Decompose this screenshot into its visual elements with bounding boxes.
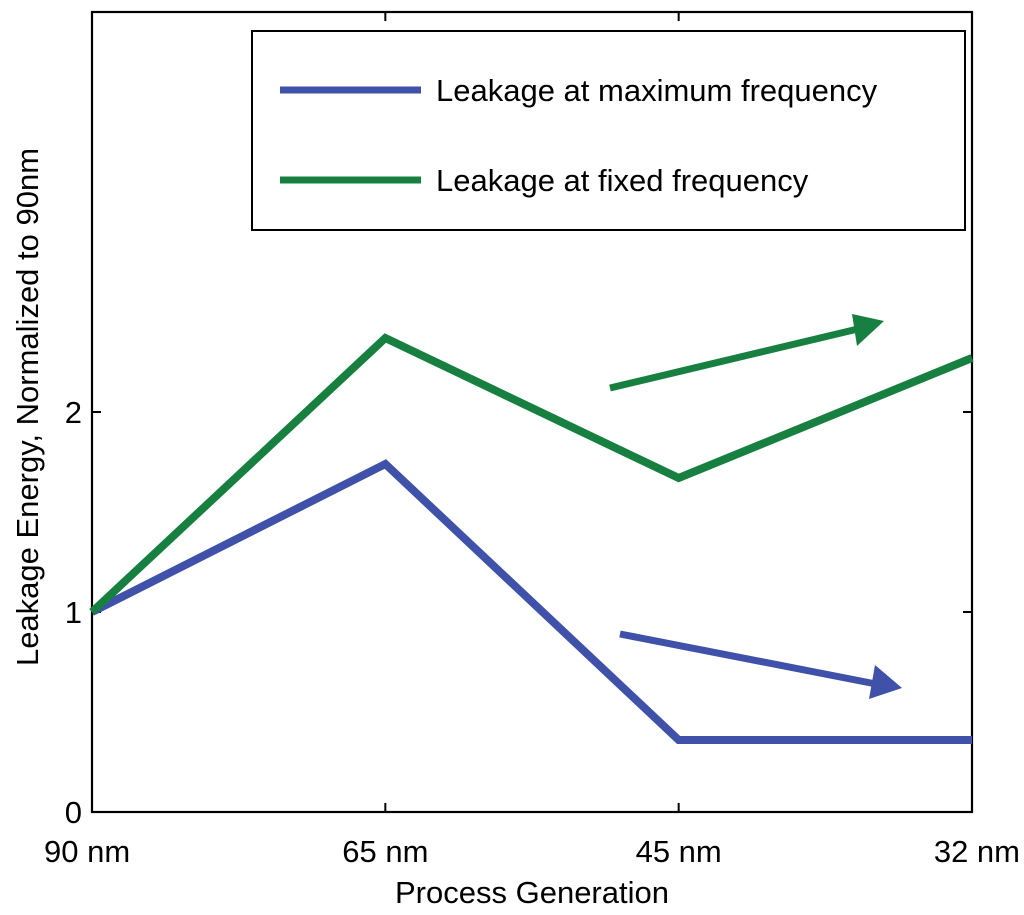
legend-label-max-frequency: Leakage at maximum frequency: [436, 73, 878, 108]
series-layer: [89, 333, 974, 744]
x-tick-label-65-nm: 65 nm: [342, 834, 428, 869]
y-tick-label-1: 1: [65, 595, 82, 630]
x-axis: 90 nm 65 nm 45 nm 32 nm: [44, 12, 1020, 869]
y-tick-label-0: 0: [65, 795, 82, 830]
legend-label-fixed-frequency: Leakage at fixed frequency: [436, 163, 809, 198]
y-axis: 0 1 2: [65, 395, 972, 830]
y-axis-label: Leakage Energy, Normalized to 90nm: [10, 148, 45, 666]
y-tick-label-2: 2: [65, 395, 82, 430]
x-tick-label-90-nm: 90 nm: [44, 834, 130, 869]
x-axis-label: Process Generation: [395, 875, 669, 910]
legend: Leakage at maximum frequency Leakage at …: [251, 30, 966, 231]
legend-box: [251, 30, 966, 231]
x-tick-label-45-nm: 45 nm: [636, 834, 722, 869]
x-tick-label-32-nm: 32 nm: [934, 834, 1020, 869]
trend-arrow-max: [619, 630, 902, 699]
series-line-leakage-at-fixed-frequency: [89, 333, 974, 615]
trend-arrow-fixed: [609, 314, 884, 392]
trend-arrow-max-shaft: [619, 630, 877, 688]
trend-arrow-max-head: [869, 665, 902, 699]
trend-arrow-fixed-shaft: [609, 324, 863, 392]
trend-arrow-fixed-head: [852, 314, 884, 346]
series-line-leakage-at-maximum-frequency: [90, 459, 972, 744]
